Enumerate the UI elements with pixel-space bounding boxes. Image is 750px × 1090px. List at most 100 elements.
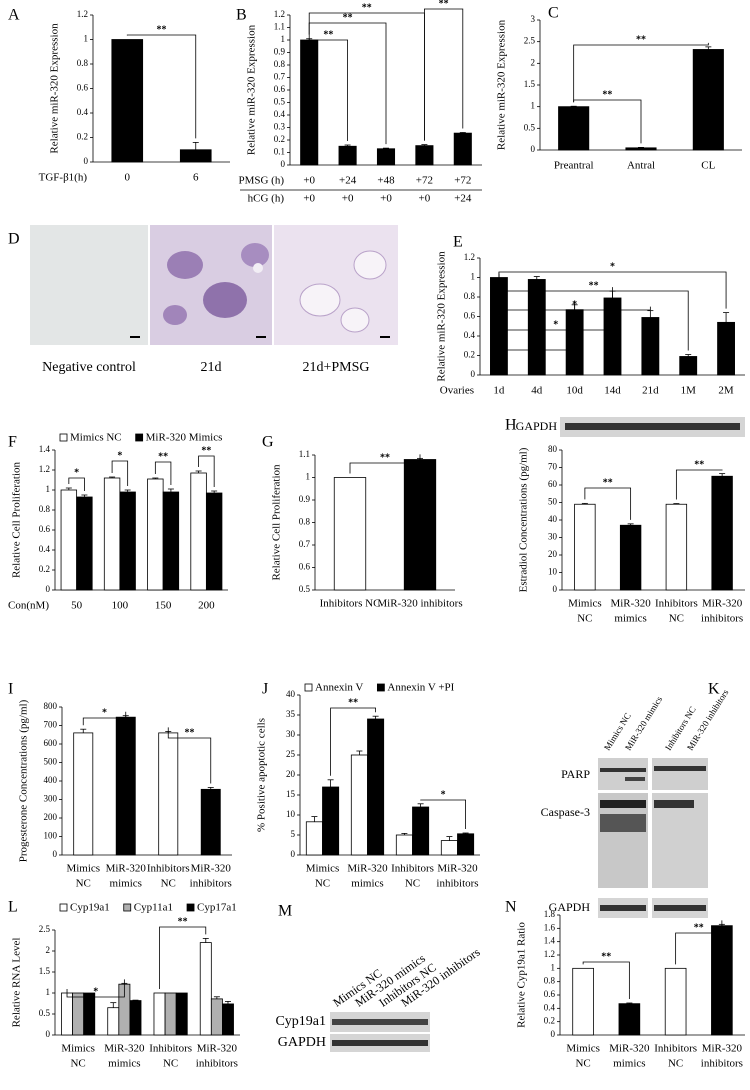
x-tick-label: inhibitors bbox=[196, 1058, 238, 1070]
panel-label: E bbox=[453, 234, 463, 251]
y-tick-label: 0.4 bbox=[274, 109, 286, 119]
bar bbox=[83, 992, 96, 1036]
y-tick-label: 2.5 bbox=[524, 36, 536, 46]
bar bbox=[572, 967, 594, 1036]
bar bbox=[618, 1003, 641, 1036]
x-tick-label: MiR-320 bbox=[347, 863, 388, 875]
bar bbox=[210, 998, 223, 1036]
panel-label: K bbox=[708, 681, 720, 698]
y-tick-label: 0.5 bbox=[299, 584, 311, 594]
y-tick-label: 1 bbox=[46, 987, 51, 997]
significance-label: ** bbox=[694, 922, 704, 933]
blot bbox=[598, 758, 648, 790]
y-tick-label: 25 bbox=[286, 749, 296, 759]
y-tick-label: 0.5 bbox=[39, 1008, 51, 1018]
x-tick-label: +0 bbox=[303, 175, 315, 187]
x-tick-label: Inhibitors bbox=[147, 863, 190, 875]
y-tick-label: 0.6 bbox=[299, 562, 311, 572]
blot-label: GAPDH bbox=[516, 419, 558, 433]
y-tick-label: 1 bbox=[531, 101, 536, 111]
x-tick-label: inhibitors bbox=[701, 1058, 743, 1070]
y-tick-label: 0.8 bbox=[274, 59, 286, 69]
x-tick-label: 21d bbox=[642, 385, 659, 397]
legend-label: Cyp11a1 bbox=[134, 902, 173, 914]
significance-label: ** bbox=[348, 697, 358, 708]
y-tick-label: 0.8 bbox=[77, 58, 89, 68]
y-tick-label: 0.8 bbox=[544, 976, 556, 986]
x-tick-label: MiR-320 bbox=[702, 598, 743, 610]
bar bbox=[300, 39, 319, 166]
y-tick-label: 0.2 bbox=[464, 350, 475, 360]
y-tick-label: 0.4 bbox=[544, 1002, 556, 1012]
bar bbox=[412, 806, 430, 856]
bar bbox=[711, 475, 733, 591]
panel-label: D bbox=[8, 231, 20, 248]
significance-bracket bbox=[126, 34, 197, 139]
bar bbox=[179, 149, 212, 163]
x-tick-label: Mimics bbox=[306, 863, 340, 875]
x-tick-label: mimics bbox=[110, 878, 142, 890]
image-caption: Negative control bbox=[42, 360, 136, 375]
y-tick-label: 1.8 bbox=[544, 909, 556, 919]
x-tick-label: +0 bbox=[380, 193, 392, 205]
x-tick-label: MiR-320 bbox=[197, 1043, 238, 1055]
x-tick-label: Inhibitors bbox=[149, 1043, 192, 1055]
legend-swatch bbox=[186, 903, 195, 912]
y-tick-label: 200 bbox=[44, 812, 58, 822]
y-tick-label: 0.9 bbox=[274, 47, 286, 57]
x-tick-label: 10d bbox=[566, 385, 583, 397]
blots bbox=[330, 417, 745, 1052]
y-tick-label: 1.1 bbox=[299, 449, 310, 459]
x-axis-title: hCG (h) bbox=[248, 193, 285, 205]
bar bbox=[367, 718, 385, 856]
x-tick-label: CL bbox=[701, 160, 715, 172]
y-tick-label: 20 bbox=[286, 769, 296, 779]
y-tick-label: 0.7 bbox=[274, 72, 286, 82]
image bbox=[150, 225, 272, 345]
band bbox=[600, 905, 646, 911]
y-tick-label: 700 bbox=[44, 720, 58, 730]
y-tick-label: 40 bbox=[548, 514, 558, 524]
significance-bracket bbox=[111, 460, 129, 486]
significance-bracket bbox=[675, 920, 723, 965]
bar bbox=[205, 492, 223, 591]
panel-label: G bbox=[262, 434, 274, 451]
x-tick-label: mimics bbox=[613, 1058, 645, 1070]
column-label: MiR-320 mimics bbox=[623, 694, 664, 752]
bar bbox=[333, 477, 367, 591]
significance-label: ** bbox=[694, 459, 704, 470]
y-tick-label: 0.7 bbox=[299, 539, 311, 549]
x-tick-label: inhibitors bbox=[436, 878, 478, 890]
blot bbox=[598, 793, 648, 888]
significance-label: ** bbox=[439, 0, 449, 9]
y-tick-label: 1 bbox=[84, 34, 89, 44]
x-tick-label: Inhibitors bbox=[391, 863, 434, 875]
y-axis-title: % Positive apoptotic cells bbox=[256, 718, 268, 832]
y-tick-label: 0.2 bbox=[77, 132, 88, 142]
x-tick-label: MiR-320 bbox=[610, 598, 651, 610]
significance-label: ** bbox=[323, 29, 333, 40]
bar bbox=[692, 49, 724, 151]
y-tick-label: 30 bbox=[548, 532, 558, 542]
significance-bracket bbox=[675, 469, 723, 500]
x-tick-label: NC bbox=[405, 878, 420, 890]
y-tick-label: 0.8 bbox=[464, 291, 476, 301]
y-tick-label: 3 bbox=[531, 14, 536, 24]
y-tick-label: 400 bbox=[44, 775, 58, 785]
y-tick-label: 1.4 bbox=[544, 936, 556, 946]
follicle bbox=[163, 305, 187, 325]
bar bbox=[76, 496, 93, 591]
bar bbox=[338, 145, 357, 166]
y-tick-label: 1.2 bbox=[274, 9, 285, 19]
y-tick-label: 40 bbox=[286, 689, 296, 699]
significance-label: ** bbox=[158, 451, 168, 462]
y-tick-label: 800 bbox=[44, 701, 58, 711]
significance-label: * bbox=[93, 986, 98, 997]
x-tick-label: MiR-320 bbox=[104, 1043, 145, 1055]
y-tick-label: 0 bbox=[281, 159, 286, 169]
y-tick-label: 1 bbox=[306, 472, 311, 482]
significance-label: ** bbox=[589, 280, 599, 291]
x-tick-label: 200 bbox=[198, 600, 215, 612]
y-tick-label: 0.5 bbox=[524, 122, 536, 132]
x-axis-title: Con(nM) bbox=[8, 600, 49, 612]
